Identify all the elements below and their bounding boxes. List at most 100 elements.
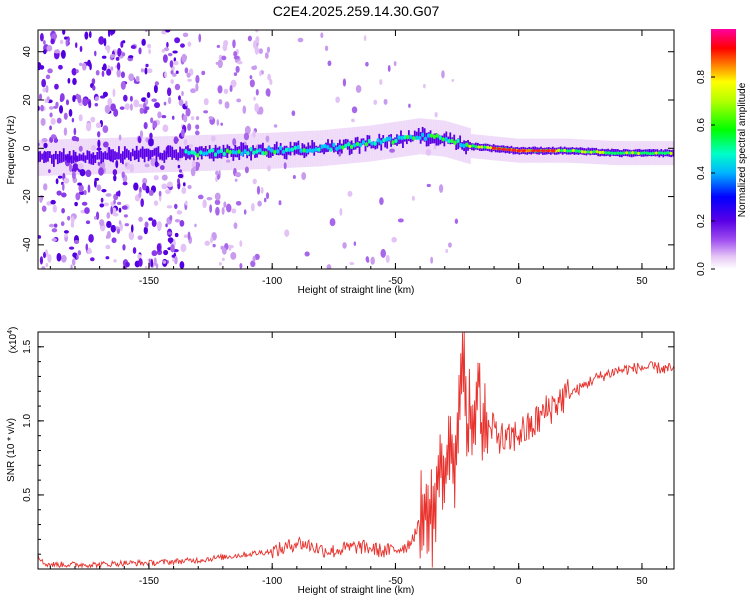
spectrogram-ridge-core (370, 141, 374, 146)
spectrogram-ridge-outer (165, 151, 168, 160)
spectrogram-noise-blob (379, 79, 383, 86)
spectrogram-ridge-outer (78, 153, 81, 161)
spectrogram-noise-blob (70, 264, 73, 269)
spectrogram-noise-blob (105, 256, 110, 260)
spectrogram-noise-blob (264, 52, 269, 59)
spectrogram-noise-blob (167, 231, 172, 235)
spectrogram-noise-blob (203, 98, 209, 106)
spectrogram-ridge-core (278, 145, 283, 151)
spectrogram-noise-blob (97, 161, 101, 166)
spectrogram-noise-blob (167, 96, 172, 105)
spectrogram-noise-blob (192, 166, 197, 172)
spectrogram-noise-blob (244, 125, 251, 135)
spectrogram-noise-blob (94, 96, 99, 101)
spectrogram-noise-blob (223, 201, 227, 208)
spectrogram-noise-blob (222, 247, 227, 255)
spectrogram-noise-blob (233, 55, 240, 60)
spectrogram-noise-blob (154, 160, 159, 168)
spectrogram-noise-blob (152, 120, 158, 129)
spectrogram-ridge-outer (329, 143, 331, 151)
spectrogram-ridge-core (480, 145, 484, 149)
spectrogram-ridge-core (628, 151, 632, 155)
spectrogram-noise-blob (91, 78, 96, 85)
spectrogram-ridge-outer (51, 154, 53, 164)
spectrogram-x-label: Height of straight line (km) (298, 285, 415, 296)
spectrogram-ridge-core (657, 151, 661, 155)
spectrogram-noise-blob (68, 108, 73, 117)
spectrogram-noise-blob (251, 65, 257, 71)
spectrogram-noise-blob (214, 199, 221, 206)
spectrogram-noise-blob (380, 248, 386, 258)
spectrogram-ridge-core (219, 148, 224, 154)
spectrogram-ridge-core (583, 150, 587, 154)
spectrogram-ridge-outer (386, 136, 389, 149)
spectrogram-ridge-outer (250, 147, 252, 161)
spectrogram-noise-blob (45, 85, 49, 93)
snr-marks (38, 332, 674, 569)
spectrogram-ridge-core (456, 138, 460, 143)
spectrogram-ridge-outer (129, 152, 132, 162)
spectrogram-ridge-outer (210, 150, 213, 159)
spectrogram-ridge-outer (415, 131, 418, 140)
spectrogram-ridge-core (459, 142, 463, 148)
spectrogram-noise-blob (304, 251, 310, 257)
spectrogram-noise-blob (46, 45, 53, 52)
spectrogram-ridge-outer (173, 149, 176, 158)
spectrogram-noise-blob (48, 223, 55, 228)
spectrogram-noise-blob (370, 256, 375, 265)
spectrogram-ridge-outer (47, 151, 49, 162)
spectrogram-noise-blob (178, 99, 184, 107)
spectrogram-noise-blob (165, 30, 171, 33)
spectrogram-ridge-outer (437, 134, 440, 146)
spectrogram-noise-blob (75, 137, 80, 142)
spectrogram-ridge-outer (131, 148, 134, 157)
spectrogram-ridge-outer (228, 146, 231, 154)
spectrogram-ridge-core (270, 148, 274, 153)
spectrogram-ridge-outer (45, 151, 47, 163)
spectrogram-ridge-core (338, 144, 342, 150)
spectrogram-ridge-core (432, 134, 436, 139)
spectrogram-ridge-outer (72, 150, 75, 164)
spectrogram-ridge-outer (94, 155, 97, 163)
spectrogram-noise-blob (88, 100, 92, 109)
spectrogram-ridge-peak (526, 149, 532, 153)
spectrogram-ridge-outer (431, 134, 434, 144)
spectrogram-noise-blob (172, 72, 177, 77)
spectrogram-ridge-outer (52, 153, 55, 167)
spectrogram-noise-blob (118, 134, 122, 141)
spectrogram-noise-blob (167, 52, 173, 57)
colorbar-gradient (711, 29, 736, 269)
spectrogram-ridge-core (577, 149, 581, 153)
spectrogram-noise-blob (252, 130, 256, 138)
spectrogram-ridge-core (347, 142, 351, 147)
spectrogram-ridge-outer (49, 151, 51, 159)
spectrogram-noise-blob (50, 38, 55, 45)
spectrogram-noise-blob (74, 201, 78, 207)
spectrogram-ridge-outer (212, 147, 215, 162)
spectrogram-noise-blob (113, 108, 119, 117)
spectrogram-noise-blob (363, 35, 367, 42)
spectrogram-ridge-outer (449, 132, 452, 145)
spectrogram-noise-blob (144, 163, 150, 168)
spectrogram-noise-blob (54, 49, 60, 54)
spectrogram-noise-blob (122, 181, 128, 186)
spectrogram-ridge-core (213, 152, 218, 157)
spectrogram-noise-blob (223, 40, 229, 47)
spectrogram-noise-blob (147, 43, 152, 49)
spectrogram-noise-blob (60, 254, 67, 263)
spectrogram-noise-blob (195, 74, 200, 84)
spectrogram-noise-blob (123, 214, 128, 218)
spectrogram-noise-blob (113, 199, 116, 205)
spectrogram-ridge-outer (405, 135, 408, 145)
spectrogram-noise-blob (174, 203, 178, 210)
spectrogram-noise-blob (75, 42, 78, 49)
spectrogram-noise-blob (391, 236, 397, 243)
spectrogram-noise-blob (195, 116, 200, 121)
spectrogram-noise-blob (65, 38, 69, 47)
spectrogram-noise-blob (106, 44, 110, 54)
spectrogram-y-tick-label: 0 (22, 145, 33, 151)
spectrogram-noise-blob (163, 47, 170, 52)
spectrogram-noise-blob (51, 33, 58, 40)
spectrogram-noise-blob (50, 199, 56, 205)
spectrogram-noise-blob (94, 177, 100, 181)
